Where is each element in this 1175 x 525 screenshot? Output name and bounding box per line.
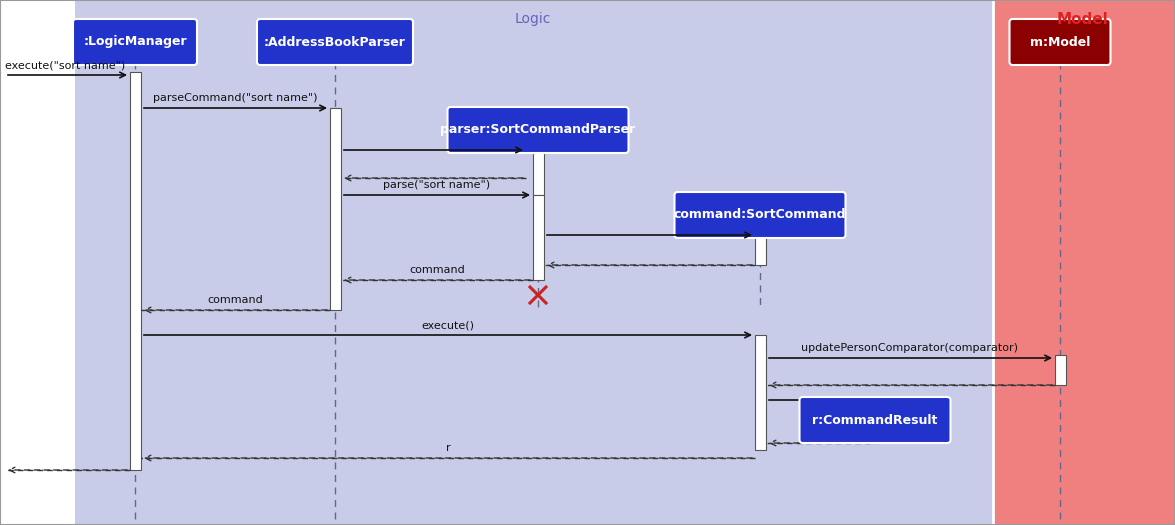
Bar (1054, 355, 1066, 385)
Bar (754, 335, 765, 450)
Text: Logic: Logic (515, 12, 551, 26)
FancyBboxPatch shape (674, 192, 846, 238)
Text: :AddressBookParser: :AddressBookParser (264, 36, 405, 48)
Bar (532, 195, 544, 280)
Bar (129, 72, 141, 470)
FancyBboxPatch shape (448, 107, 629, 153)
Bar (993, 0, 1175, 525)
Bar (871, 400, 879, 443)
FancyBboxPatch shape (799, 397, 951, 443)
Text: execute(): execute() (422, 320, 475, 330)
FancyBboxPatch shape (257, 19, 412, 65)
Text: parseCommand("sort name"): parseCommand("sort name") (153, 93, 317, 103)
Text: command:SortCommand: command:SortCommand (673, 208, 846, 222)
Text: r:CommandResult: r:CommandResult (812, 414, 938, 426)
Bar (329, 108, 341, 310)
FancyBboxPatch shape (73, 19, 197, 65)
Text: m:Model: m:Model (1029, 36, 1090, 48)
Text: :LogicManager: :LogicManager (83, 36, 187, 48)
Text: parse("sort name"): parse("sort name") (383, 180, 491, 190)
Bar (532, 150, 544, 195)
Text: parser:SortCommandParser: parser:SortCommandParser (441, 123, 636, 136)
Text: r: r (445, 443, 450, 453)
Text: execute("sort name"): execute("sort name") (5, 60, 126, 70)
Text: command: command (409, 265, 465, 275)
FancyBboxPatch shape (1009, 19, 1110, 65)
Bar (754, 235, 765, 265)
Text: updatePersonComparator(comparator): updatePersonComparator(comparator) (801, 343, 1019, 353)
Text: command: command (207, 295, 263, 305)
Bar (75, 0, 993, 525)
Text: Model: Model (1056, 12, 1108, 27)
